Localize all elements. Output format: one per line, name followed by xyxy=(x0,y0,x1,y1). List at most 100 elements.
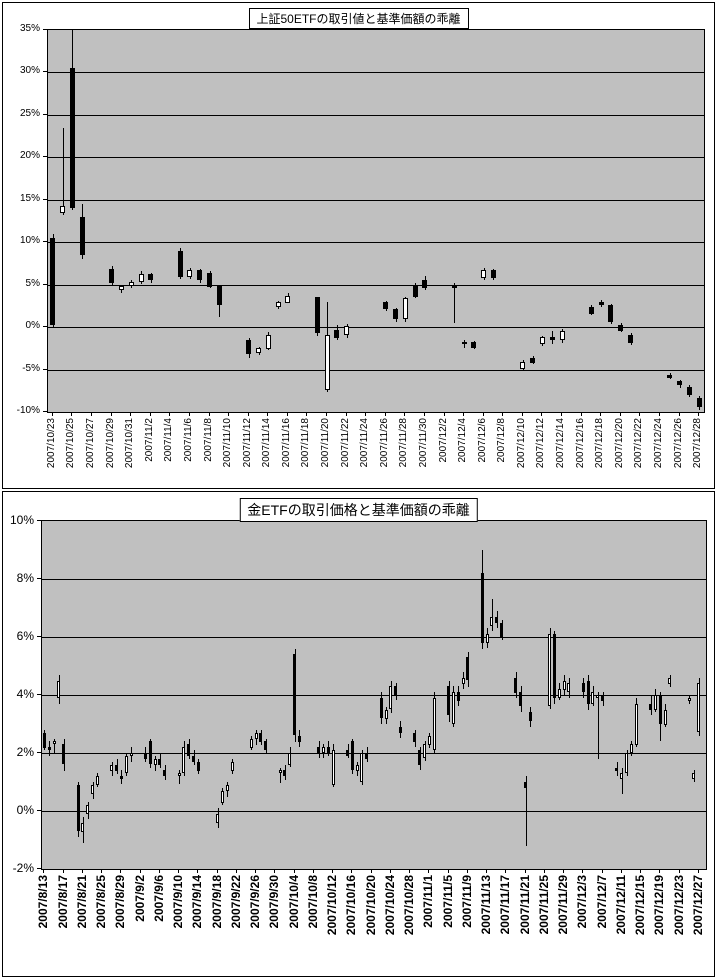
x-axis-label: 2007/9/2 xyxy=(133,875,147,922)
axis-tick xyxy=(581,412,582,416)
axis-tick xyxy=(659,869,660,873)
candle-body xyxy=(625,753,628,773)
axis-tick xyxy=(428,869,429,873)
candle-body xyxy=(259,733,262,742)
candle-body xyxy=(422,280,427,288)
axis-tick xyxy=(326,412,327,416)
candle-body xyxy=(226,785,229,791)
axis-tick xyxy=(63,869,64,873)
candle-wick xyxy=(179,770,180,784)
x-axis-label: 2007/8/21 xyxy=(75,875,89,929)
candle-body xyxy=(266,335,271,349)
gridline xyxy=(48,115,704,116)
x-axis-label: 2007/11/18 xyxy=(300,418,311,468)
candle-body xyxy=(255,733,258,739)
candle-body xyxy=(288,753,291,765)
candle-body xyxy=(393,309,398,319)
candle-body xyxy=(365,753,368,759)
candle-body xyxy=(630,744,633,753)
candle-body xyxy=(293,654,296,735)
candle-body xyxy=(697,398,702,407)
x-axis-label: 2007/12/11 xyxy=(614,875,628,935)
x-axis-label: 2007/10/8 xyxy=(306,875,320,929)
candle-body xyxy=(553,634,556,698)
candle-body xyxy=(96,776,99,785)
candle-body xyxy=(360,753,363,782)
gridline xyxy=(42,753,706,754)
axis-tick xyxy=(43,411,47,412)
candle-body xyxy=(491,270,496,278)
x-axis-label: 2007/8/17 xyxy=(56,875,70,929)
candle-body xyxy=(403,298,408,319)
axis-tick xyxy=(483,412,484,416)
x-axis-label: 2007/10/23 xyxy=(46,418,57,469)
axis-tick xyxy=(197,869,198,873)
candle-body xyxy=(315,297,320,333)
axis-tick xyxy=(365,412,366,416)
candle-body xyxy=(351,741,354,770)
x-axis-label: 2007/12/7 xyxy=(595,875,609,929)
candle-body xyxy=(659,695,662,724)
axis-tick xyxy=(43,156,47,157)
y-axis-label: 0% xyxy=(16,803,34,817)
candle-body xyxy=(596,695,599,698)
candle-body xyxy=(654,695,657,710)
axis-tick xyxy=(228,412,229,416)
candle-body xyxy=(256,348,261,353)
x-axis-label: 2007/12/28 xyxy=(692,418,703,469)
y-axis-label: -5% xyxy=(22,363,40,374)
candle-body xyxy=(279,770,282,773)
axis-tick xyxy=(486,869,487,873)
x-axis-label: 2007/11/22 xyxy=(340,418,351,468)
candle-body xyxy=(62,744,65,764)
axis-tick xyxy=(267,412,268,416)
candle-body xyxy=(60,206,65,213)
axis-tick xyxy=(82,869,83,873)
gridline xyxy=(42,695,706,696)
x-axis-label: 2007/9/22 xyxy=(229,875,243,929)
candle-body xyxy=(57,681,60,698)
axis-tick xyxy=(505,869,506,873)
candle-body xyxy=(119,286,124,290)
axis-tick xyxy=(43,29,47,30)
candle-body xyxy=(139,274,144,282)
candle-body xyxy=(486,634,489,643)
candle-body xyxy=(558,689,561,698)
y-axis-label: 5% xyxy=(25,278,40,289)
candle-body xyxy=(399,727,402,733)
candle-body xyxy=(383,302,388,309)
y-axis-label: -10% xyxy=(16,405,40,416)
candle-body xyxy=(109,269,114,283)
candle-body xyxy=(48,747,51,750)
axis-tick xyxy=(409,869,410,873)
x-axis-label: 2007/11/20 xyxy=(320,418,331,468)
candle-body xyxy=(490,617,493,626)
candle-wick xyxy=(526,776,527,846)
axis-tick xyxy=(91,412,92,416)
candle-body xyxy=(283,770,286,776)
candle-wick xyxy=(464,340,465,348)
candle-body xyxy=(471,342,476,348)
axis-tick xyxy=(140,869,141,873)
x-axis-label: 2007/11/26 xyxy=(379,418,390,468)
candle-body xyxy=(81,823,84,832)
x-axis-label: 2007/11/12 xyxy=(242,418,253,468)
candle-body xyxy=(615,768,618,771)
candle-body xyxy=(413,285,418,297)
axis-tick xyxy=(71,412,72,416)
x-axis-label: 2007/12/26 xyxy=(673,418,684,469)
candle-body xyxy=(246,340,251,354)
x-axis-label: 2007/10/12 xyxy=(325,875,339,936)
axis-tick xyxy=(37,694,41,695)
candle-body xyxy=(130,753,133,756)
candle-body xyxy=(540,337,545,344)
candle-body xyxy=(187,270,192,277)
candle-body xyxy=(687,387,692,395)
axis-tick xyxy=(236,869,237,873)
axis-tick xyxy=(159,869,160,873)
axis-tick xyxy=(371,869,372,873)
plot-area-gold xyxy=(41,520,707,870)
candle-body xyxy=(457,692,460,701)
x-axis-label: 2007/10/29 xyxy=(105,418,116,469)
x-axis-label: 2007/11/25 xyxy=(537,875,551,935)
